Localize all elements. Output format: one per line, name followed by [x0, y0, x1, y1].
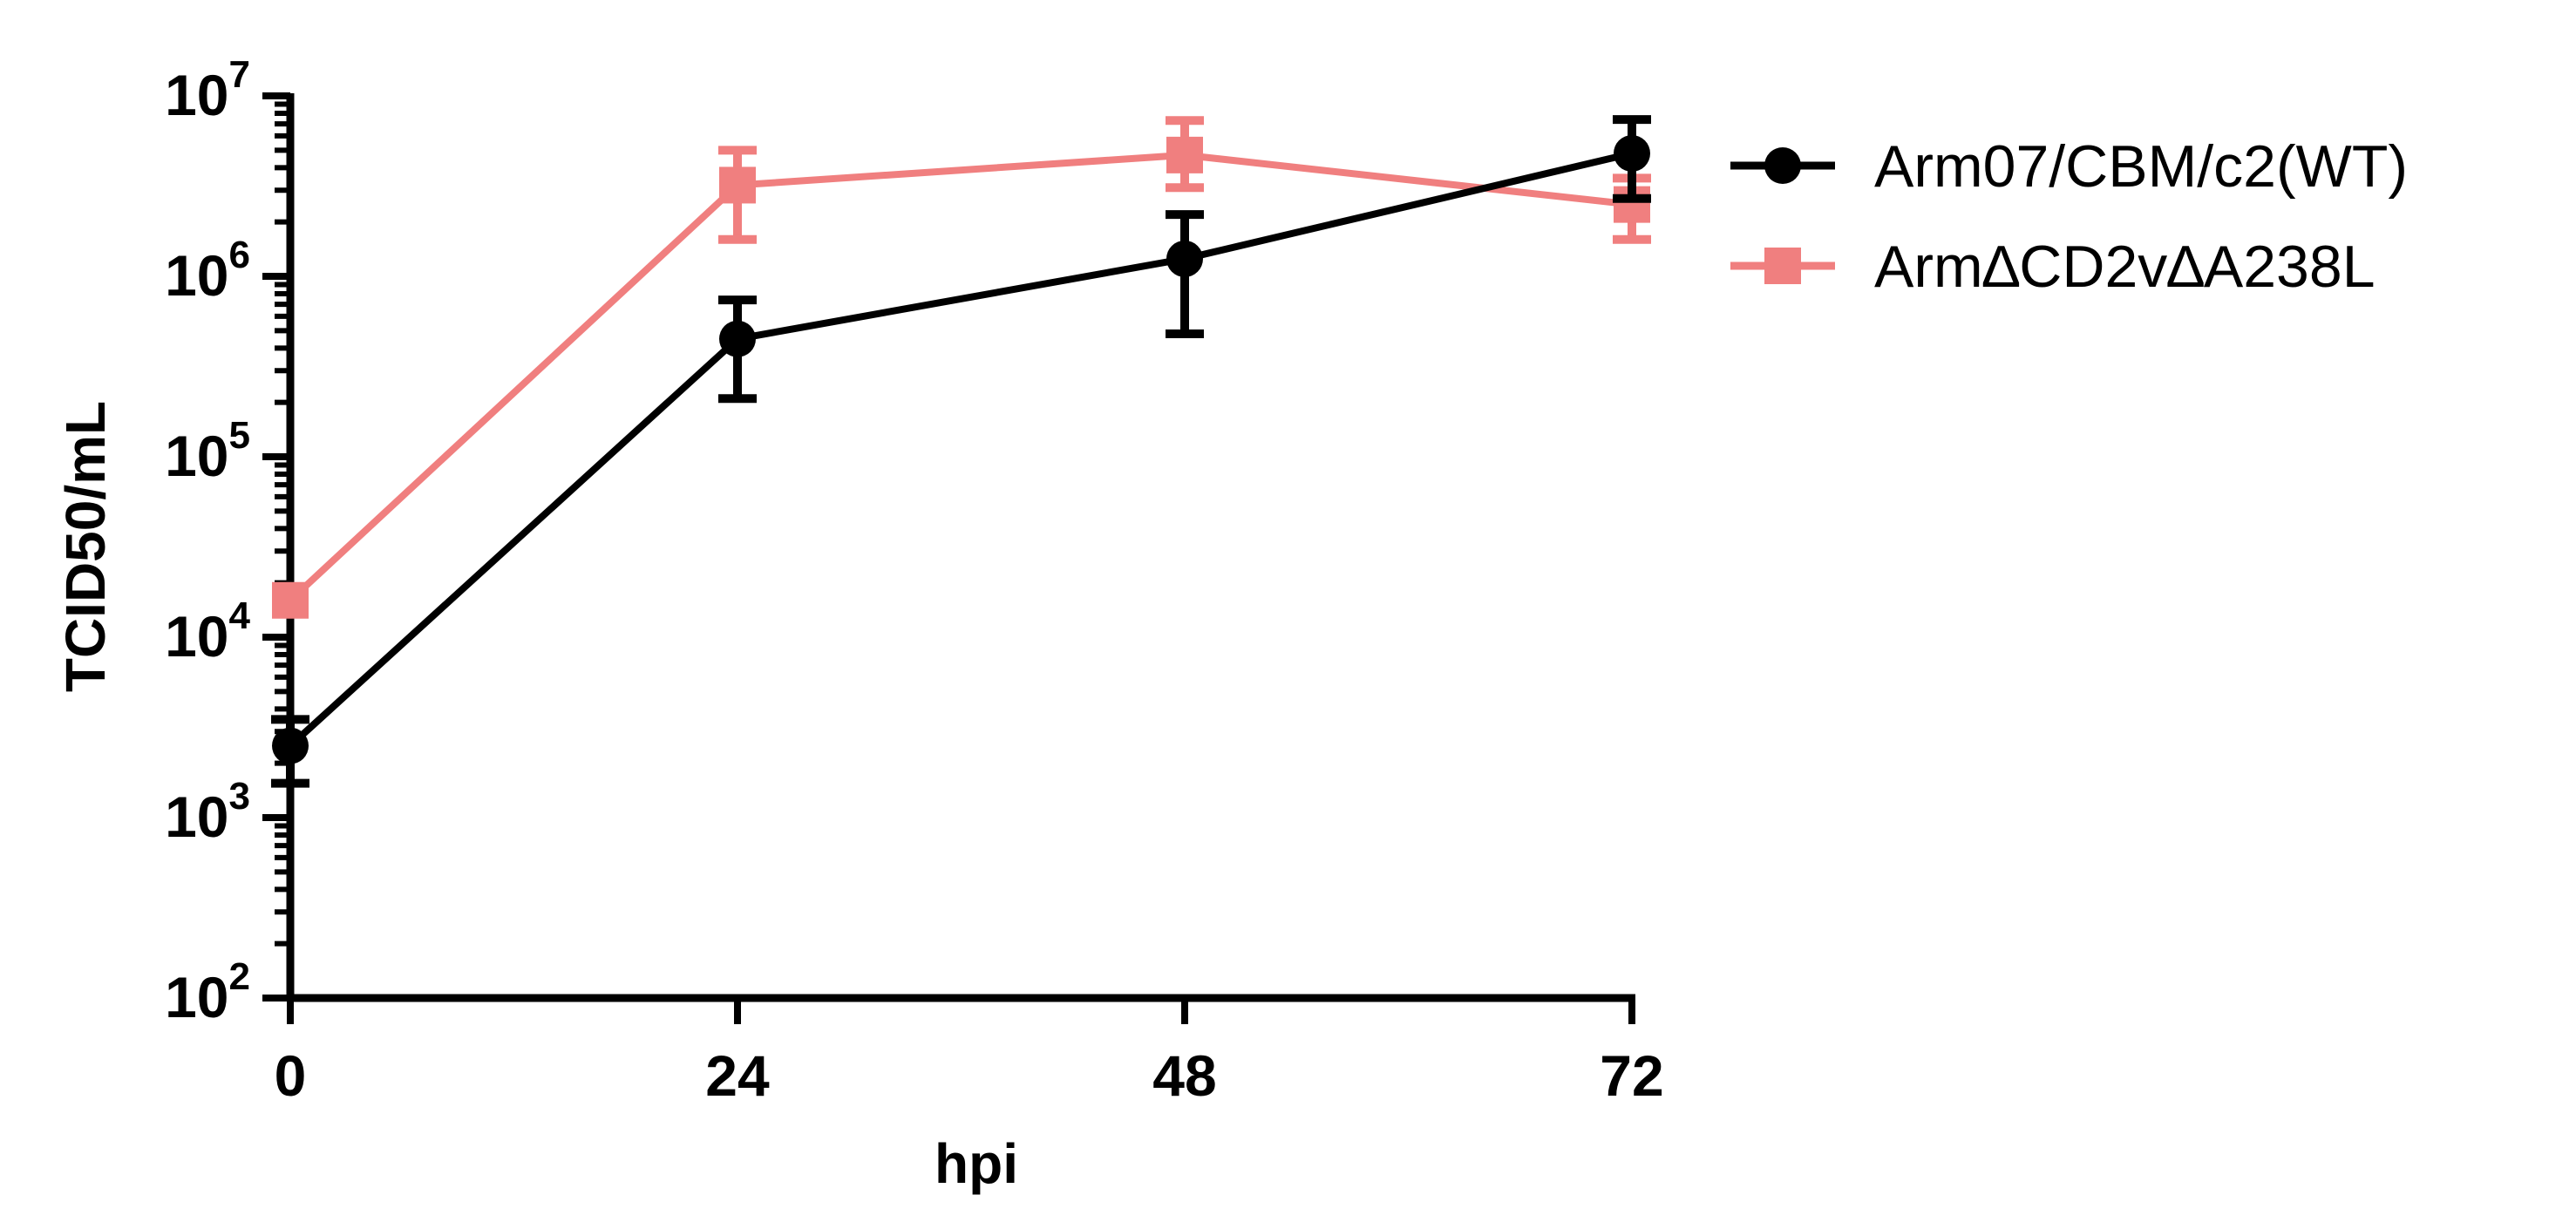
- y-axis: 102 103 104 105 106 107: [165, 53, 295, 1029]
- y-tick-label: 105: [165, 414, 250, 488]
- series-line: [288, 151, 1633, 603]
- series-2: [272, 116, 1651, 619]
- legend-item-1: Arm07/CBM/c2(WT): [1730, 133, 2408, 200]
- data-point: [719, 166, 756, 204]
- y-tick-label: 106: [165, 234, 250, 308]
- y-tick-label: 104: [165, 594, 250, 669]
- series-line: [288, 150, 1633, 749]
- data-point: [719, 320, 756, 357]
- y-tick-label: 107: [165, 53, 250, 127]
- data-point: [1166, 136, 1203, 173]
- x-tick-label: 72: [1600, 1043, 1663, 1108]
- legend-label: Arm∆CD2v∆A238L: [1874, 234, 2375, 300]
- series-layer: [271, 115, 1651, 788]
- data-point: [272, 727, 309, 764]
- legend-item-2: Arm∆CD2v∆A238L: [1730, 234, 2375, 300]
- x-axis: 0 24 48 72: [275, 994, 1664, 1108]
- data-point: [272, 581, 309, 619]
- data-point: [1614, 134, 1650, 172]
- series-1: [271, 115, 1651, 788]
- legend: Arm07/CBM/c2(WT) Arm∆CD2v∆A238L: [1730, 133, 2408, 300]
- y-tick-label: 103: [165, 775, 250, 849]
- x-axis-title: hpi: [935, 1132, 1018, 1195]
- legend-label: Arm07/CBM/c2(WT): [1874, 133, 2408, 200]
- x-tick-label: 24: [705, 1043, 770, 1108]
- x-tick-label: 48: [1152, 1043, 1216, 1108]
- legend-marker: [1764, 147, 1801, 184]
- y-tick-label: 102: [165, 955, 250, 1029]
- legend-marker: [1764, 248, 1801, 284]
- x-tick-label: 0: [275, 1043, 307, 1108]
- y-axis-title: TCID50/mL: [54, 401, 117, 692]
- data-point: [1166, 240, 1203, 277]
